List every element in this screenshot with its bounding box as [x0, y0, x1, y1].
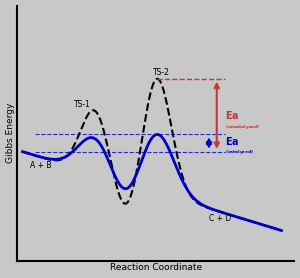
Y-axis label: Gibbs Energy: Gibbs Energy: [6, 103, 15, 163]
Text: $\mathbf{_{(uncatalyzed)}}$: $\mathbf{_{(uncatalyzed)}}$: [224, 124, 260, 132]
X-axis label: Reaction Coordinate: Reaction Coordinate: [110, 264, 202, 272]
Text: C + D: C + D: [209, 214, 231, 223]
Text: TS-2: TS-2: [153, 68, 170, 77]
Text: A + B: A + B: [30, 161, 52, 170]
Text: $\mathbf{Ea}$: $\mathbf{Ea}$: [224, 109, 239, 121]
Text: TS-1: TS-1: [74, 100, 91, 109]
Text: $\mathbf{Ea}$: $\mathbf{Ea}$: [224, 135, 239, 147]
Text: $\mathbf{_{(catalyzed)}}$: $\mathbf{_{(catalyzed)}}$: [224, 148, 254, 157]
